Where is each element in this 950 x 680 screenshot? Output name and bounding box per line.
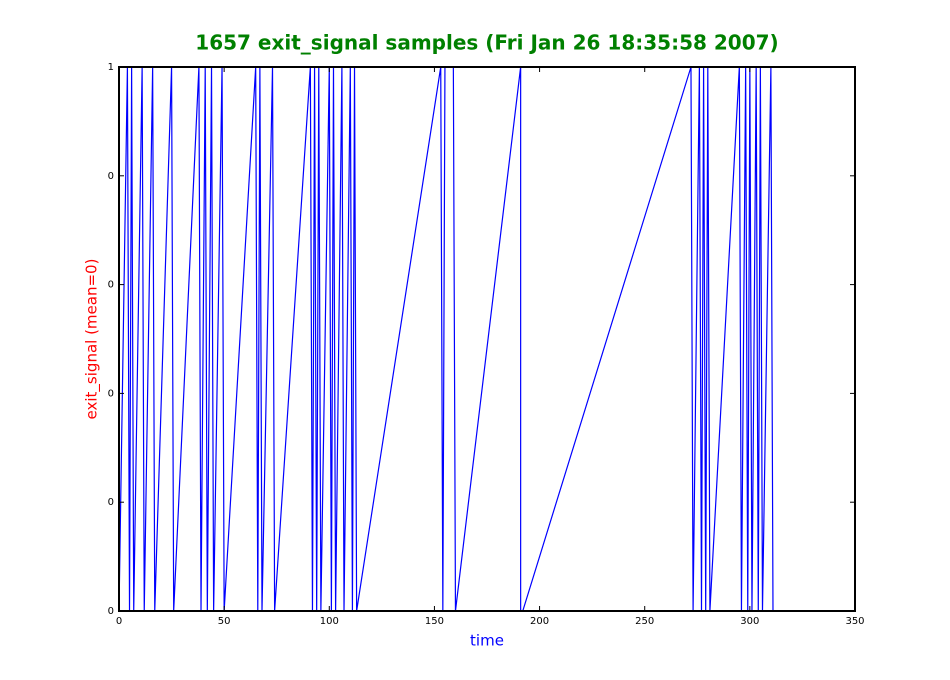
x-tick-label: 300: [740, 616, 759, 627]
x-tick-label: 350: [845, 616, 864, 627]
x-tick-label: 0: [116, 616, 122, 627]
plot-frame: [118, 66, 856, 612]
x-tick-label: 200: [530, 616, 549, 627]
y-tick-label: 1: [108, 62, 114, 73]
x-tick-label: 100: [320, 616, 339, 627]
y-tick-label: 0: [108, 606, 114, 617]
y-tick-label: 0: [108, 171, 114, 182]
data-line: [118, 66, 774, 612]
x-tick-label: 250: [635, 616, 654, 627]
x-axis-label: time: [470, 632, 504, 650]
chart-title: 1657 exit_signal samples (Fri Jan 26 18:…: [195, 31, 778, 55]
y-tick-label: 0: [108, 280, 114, 291]
y-tick-label: 0: [108, 497, 114, 508]
x-tick-label: 150: [425, 616, 444, 627]
y-axis-label: exit_signal (mean=0): [83, 259, 102, 420]
y-tick-label: 0: [108, 388, 114, 399]
x-tick-label: 50: [218, 616, 231, 627]
